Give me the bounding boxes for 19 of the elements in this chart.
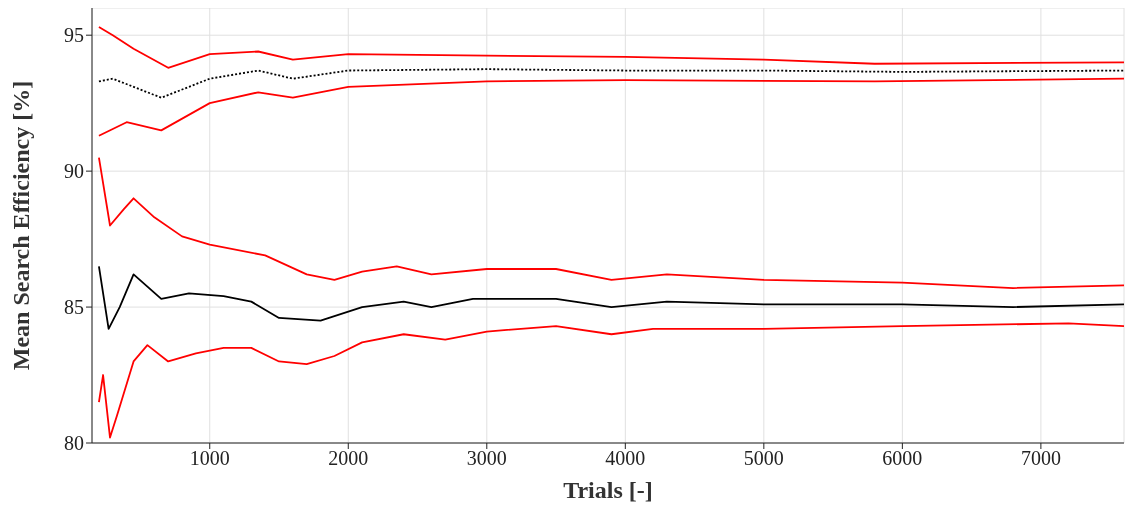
- y-tick-label: 95: [64, 24, 84, 47]
- y-tick-label: 90: [64, 160, 84, 183]
- line-series: [98, 156, 1124, 289]
- line-series: [98, 68, 1124, 99]
- line-series: [98, 322, 1124, 439]
- x-tick-label: 4000: [605, 447, 646, 470]
- y-axis-title: Mean Search Efficiency [%]: [7, 80, 34, 371]
- line-series: [98, 26, 1124, 69]
- x-tick-label: 5000: [743, 447, 784, 470]
- x-tick-label: 2000: [328, 447, 369, 470]
- x-tick-label: 1000: [189, 447, 230, 470]
- x-axis-title: Trials [-]: [563, 477, 653, 503]
- line-series: [98, 265, 1124, 330]
- y-tick-label: 85: [64, 296, 84, 319]
- x-tick-label: 3000: [466, 447, 507, 470]
- x-tick-label: 7000: [1020, 447, 1061, 470]
- line-series: [98, 77, 1124, 137]
- x-tick-label: 6000: [882, 447, 923, 470]
- y-tick-label: 80: [64, 432, 84, 455]
